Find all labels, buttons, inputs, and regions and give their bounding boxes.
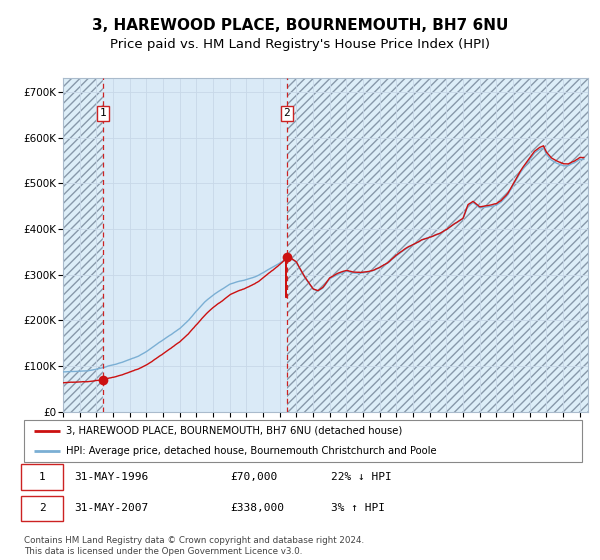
Text: £70,000: £70,000	[230, 472, 278, 482]
FancyBboxPatch shape	[21, 464, 63, 490]
Text: 3, HAREWOOD PLACE, BOURNEMOUTH, BH7 6NU: 3, HAREWOOD PLACE, BOURNEMOUTH, BH7 6NU	[92, 18, 508, 33]
Text: Price paid vs. HM Land Registry's House Price Index (HPI): Price paid vs. HM Land Registry's House …	[110, 38, 490, 50]
Text: HPI: Average price, detached house, Bournemouth Christchurch and Poole: HPI: Average price, detached house, Bour…	[66, 446, 436, 456]
Text: 2: 2	[39, 503, 46, 514]
Text: 1: 1	[100, 109, 107, 118]
FancyBboxPatch shape	[21, 496, 63, 521]
Text: 3% ↑ HPI: 3% ↑ HPI	[331, 503, 385, 514]
Text: 31-MAY-2007: 31-MAY-2007	[74, 503, 148, 514]
Bar	[287, 78, 588, 412]
Text: 22% ↓ HPI: 22% ↓ HPI	[331, 472, 392, 482]
Text: 2: 2	[283, 109, 290, 118]
Text: Contains HM Land Registry data © Crown copyright and database right 2024.
This d: Contains HM Land Registry data © Crown c…	[24, 536, 364, 556]
Bar	[103, 78, 287, 412]
Text: £338,000: £338,000	[230, 503, 284, 514]
Bar	[63, 78, 103, 412]
Text: 3, HAREWOOD PLACE, BOURNEMOUTH, BH7 6NU (detached house): 3, HAREWOOD PLACE, BOURNEMOUTH, BH7 6NU …	[66, 426, 402, 436]
Text: 1: 1	[39, 472, 46, 482]
Text: 31-MAY-1996: 31-MAY-1996	[74, 472, 148, 482]
